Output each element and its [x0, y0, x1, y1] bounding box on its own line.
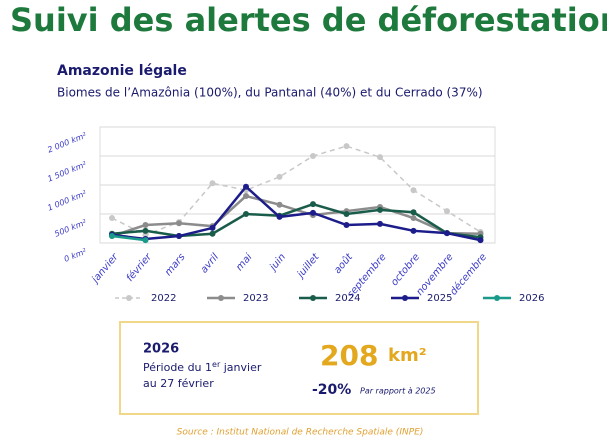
- x-tick-label: octobre: [389, 252, 422, 288]
- source: Source : Institut National de Recherche …: [177, 428, 424, 438]
- period-end: janvier: [220, 361, 262, 374]
- series-point: [410, 209, 417, 216]
- series-point: [243, 211, 249, 217]
- legend-label: 2024: [335, 293, 360, 304]
- series-point: [243, 193, 249, 200]
- y-tick-label: 500 km²: [53, 218, 88, 239]
- legend-label: 2025: [427, 293, 452, 304]
- summary-value: 208: [320, 339, 378, 372]
- series-point: [276, 173, 283, 180]
- series-point: [410, 227, 417, 234]
- series-point: [109, 215, 115, 222]
- series-point: [444, 208, 450, 215]
- summary-change: -20%: [312, 382, 351, 398]
- y-tick-label: 2 000 km²: [46, 131, 88, 155]
- period-start: Période du 1: [143, 361, 212, 374]
- x-tick-label: mars: [163, 252, 188, 278]
- y-tick-label: 1 000 km²: [46, 189, 88, 213]
- legend-label: 2026: [519, 293, 544, 304]
- summary-period-2: au 27 février: [143, 377, 214, 390]
- series-point: [343, 211, 350, 217]
- summary-period: Période du 1er janvier: [143, 360, 262, 375]
- series-line: [111, 234, 146, 242]
- y-tick-label: 1 500 km²: [46, 160, 88, 184]
- summary-year: 2026: [143, 342, 179, 357]
- chart: 0 km² 500 km² 1 000 km² 1 500 km² 2 000 km² j…: [46, 126, 544, 304]
- series-point: [142, 222, 149, 229]
- series-point: [209, 230, 216, 237]
- x-tick-label: juin: [267, 252, 288, 275]
- legend-label: 2023: [243, 293, 268, 304]
- series-point: [142, 237, 149, 244]
- legend-dot: [126, 295, 132, 301]
- period-sup: er: [212, 360, 221, 369]
- series-point: [477, 237, 484, 244]
- series-line: [111, 184, 481, 242]
- x-tick-label: août: [331, 250, 355, 276]
- series-point: [310, 201, 316, 208]
- x-tick-label: janvier: [89, 251, 121, 286]
- series-point: [377, 220, 383, 227]
- series-point: [444, 230, 450, 237]
- series-point: [276, 213, 283, 220]
- legend-dot: [310, 295, 316, 301]
- series-point: [310, 209, 316, 216]
- series-point: [343, 143, 350, 150]
- series-point: [243, 183, 249, 190]
- legend-label: 2022: [151, 293, 176, 304]
- x-tick-label: mai: [234, 252, 255, 274]
- series-point: [176, 220, 182, 227]
- series-point: [343, 222, 350, 229]
- series-point: [410, 187, 417, 194]
- series-point: [377, 154, 383, 161]
- series-point: [310, 153, 316, 159]
- series-point: [209, 224, 216, 231]
- summary-box: [119, 321, 479, 415]
- x-tick-label: juillet: [294, 251, 322, 282]
- series-point: [142, 227, 149, 234]
- series-point: [209, 180, 216, 187]
- y-tick-label: 0 km²: [63, 247, 89, 264]
- series-line: [111, 202, 481, 239]
- description: Biomes de l’Amazônia (100%), du Pantanal…: [57, 86, 483, 100]
- x-tick-label: février: [124, 250, 155, 283]
- summary-unit: km²: [388, 345, 427, 366]
- series-point: [109, 233, 115, 240]
- series-line: [111, 145, 481, 236]
- series-point: [176, 233, 182, 240]
- series-point: [377, 206, 383, 213]
- series-point: [410, 215, 417, 222]
- series-point: [276, 201, 283, 208]
- title: Suivi des alertes de déforestation: [10, 1, 607, 39]
- x-tick-label: avril: [199, 252, 222, 276]
- legend-dot: [494, 295, 500, 301]
- summary-change-note: Par rapport à 2025: [360, 387, 436, 396]
- legend-dot: [218, 295, 224, 301]
- subtitle: Amazonie légale: [57, 63, 187, 79]
- legend-dot: [402, 295, 408, 301]
